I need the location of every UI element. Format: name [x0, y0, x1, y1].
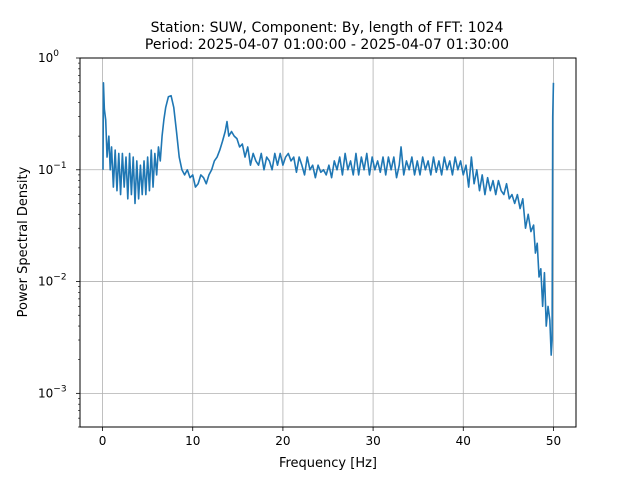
x-tick-label: 0 — [99, 434, 107, 448]
x-tick-label: 30 — [365, 434, 380, 448]
y-tick-label: 10−2 — [38, 273, 67, 289]
chart-subtitle: Period: 2025-04-07 01:00:00 - 2025-04-07… — [145, 37, 509, 53]
x-axis-label: Frequency [Hz] — [279, 456, 377, 471]
psd-series-line — [102, 82, 555, 356]
x-axis-ticks: 0 10 20 30 40 50 — [99, 427, 561, 448]
x-gridlines — [102, 58, 554, 427]
x-tick-label: 40 — [456, 434, 471, 448]
y-axis-ticks: 10−3 10−2 10−1 100 — [38, 49, 80, 428]
chart-title: Station: SUW, Component: By, length of F… — [151, 20, 504, 36]
x-tick-label: 50 — [546, 434, 561, 448]
plot-area-frame — [79, 57, 577, 428]
y-tick-label: 10−1 — [38, 161, 67, 177]
x-tick-label: 20 — [275, 434, 290, 448]
y-tick-label: 100 — [38, 49, 59, 65]
x-tick-label: 10 — [185, 434, 200, 448]
y-gridlines — [80, 57, 576, 394]
y-tick-label: 10−3 — [38, 384, 67, 400]
y-axis-label: Power Spectral Density — [16, 166, 31, 317]
series-group — [102, 82, 555, 356]
